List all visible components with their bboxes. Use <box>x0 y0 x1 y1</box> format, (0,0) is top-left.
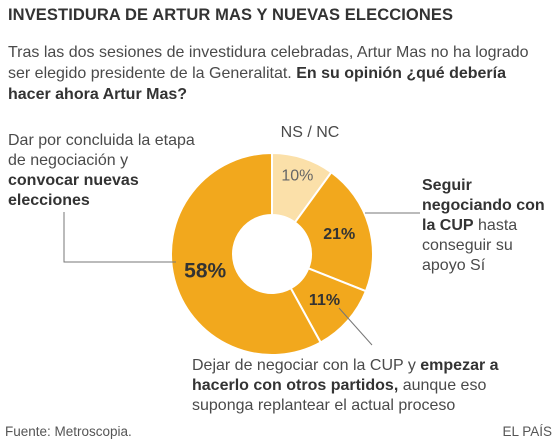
label-elecciones-bold: convocar nuevas elecciones <box>8 172 139 209</box>
label-cup: Seguir negociando con la CUP hasta conse… <box>422 176 552 276</box>
chart-subtitle: Tras las dos sesiones de investidura cel… <box>8 42 553 105</box>
label-cup-bold: Seguir negociando con la CUP <box>422 177 545 234</box>
leader-otros <box>338 307 373 346</box>
label-otros-text: Dejar de negociar con la CUP y <box>192 357 421 374</box>
label-elecciones-text: Dar por concluida la etapa de negociació… <box>8 132 195 169</box>
label-elecciones: Dar por concluida la etapa de negociació… <box>8 131 198 211</box>
slice-otros-value-label: 11% <box>309 292 340 309</box>
label-otros-post: aunque eso suponga replantear el actual … <box>192 377 487 414</box>
label-cup-text: hasta conseguir su apoyo Sí <box>422 217 518 274</box>
label-otros-bold: empezar a hacerlo con otros partidos, <box>192 357 499 394</box>
slice-cup-value-label: 21% <box>323 226 355 243</box>
brand-logo: EL PAÍS <box>502 424 552 439</box>
slice-elecciones-value-label: 58% <box>184 260 226 283</box>
chart-title: INVESTIDURA DE ARTUR MAS Y NUEVAS ELECCI… <box>8 6 454 24</box>
slice-elecciones <box>170 151 323 356</box>
leader-elecciones <box>63 212 176 263</box>
subtitle-question: En su opinión ¿qué debería hacer ahora A… <box>8 65 506 103</box>
slice-cup <box>293 170 374 293</box>
slice-nsnc-value-label: 10% <box>281 168 313 185</box>
label-nsnc: NS / NC <box>281 124 340 141</box>
label-otros: Dejar de negociar con la CUP y empezar a… <box>192 356 542 416</box>
subtitle-text: Tras las dos sesiones de investidura cel… <box>8 44 529 82</box>
source-note: Fuente: Metroscopia. <box>5 424 132 439</box>
